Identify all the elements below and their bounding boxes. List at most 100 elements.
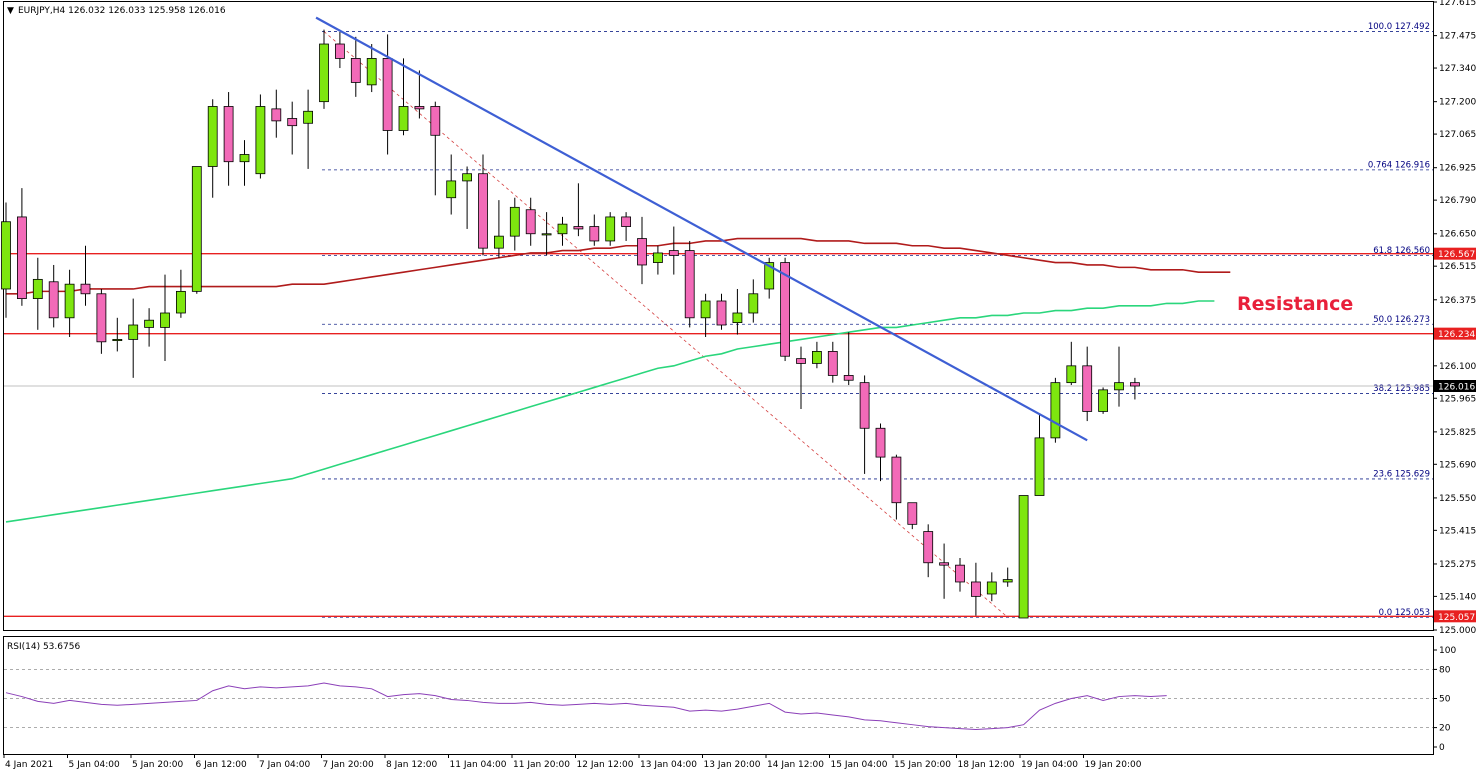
candle-body (557, 223, 568, 235)
candle-body (923, 531, 934, 564)
levels-layer (4, 252, 1433, 618)
candle (1002, 567, 1013, 587)
candle (64, 269, 75, 338)
fib-level-label: 38.2 125.985 (1373, 384, 1430, 394)
candle-body (1034, 437, 1045, 496)
candle-body (1130, 382, 1140, 387)
candle (589, 214, 600, 246)
candle (637, 216, 647, 285)
candles-layer (1, 29, 1140, 619)
candle-body (573, 226, 584, 230)
candle (971, 562, 981, 616)
price-tick-label: 125.690 (1439, 460, 1476, 470)
candle (334, 32, 345, 69)
level-price-badge (1434, 327, 1476, 340)
candle-body (796, 358, 806, 364)
time-tick-label: 11 Jan 04:00 (450, 760, 507, 770)
fib-level-label: 0.764 126.916 (1368, 160, 1430, 170)
candle-body (875, 427, 886, 458)
candle-body (255, 106, 266, 175)
candle-body (891, 456, 902, 504)
candle-body (1098, 389, 1108, 412)
candle (271, 89, 282, 138)
candle (223, 92, 234, 186)
price-axis: 127.615 127.475 127.340 127.200 127.065 126.9… (1433, 0, 1476, 636)
candle-body (827, 351, 838, 376)
candle-body (541, 233, 552, 236)
candle-body (16, 216, 27, 299)
candle (748, 279, 759, 323)
candle (525, 197, 536, 246)
price-tick-label: 125.000 (1439, 626, 1476, 636)
time-tick-label: 7 Jan 04:00 (259, 760, 311, 770)
candle-body (446, 180, 457, 199)
candle-body (684, 250, 695, 319)
trendline-layer (315, 16, 1088, 442)
candle-body (493, 235, 504, 249)
fib-level-label: 23.6 125.629 (1373, 469, 1430, 479)
candle-body (1, 221, 11, 290)
candle-body (621, 216, 631, 227)
candle (1050, 377, 1061, 443)
candle-body (843, 375, 854, 381)
candle-body (509, 206, 520, 237)
price-tick-label: 125.415 (1439, 526, 1476, 536)
price-tick-label: 126.515 (1439, 262, 1476, 272)
candle-body (64, 283, 75, 319)
candle (843, 332, 854, 386)
moving-averages-layer (5, 237, 1231, 523)
candle (1114, 346, 1124, 407)
candle-body (748, 293, 759, 314)
candle-body (366, 58, 377, 86)
candle (366, 44, 377, 93)
candle-body (1114, 382, 1124, 391)
price-tick-label: 127.065 (1439, 130, 1476, 140)
resistance-label: Resistance (1237, 293, 1353, 315)
fib-level-label: 50.0 126.273 (1373, 315, 1430, 325)
candle (255, 94, 266, 179)
time-tick-label: 15 Jan 20:00 (894, 760, 951, 770)
rsi-tick-label: 80 (1439, 665, 1451, 675)
candle-body (668, 250, 679, 256)
candle (128, 298, 139, 378)
candle-body (382, 58, 393, 131)
candle-body (144, 319, 155, 328)
current-price-badge (1434, 380, 1476, 393)
rsi-layer: 100 80 50 20 0 (4, 646, 1456, 753)
candle (478, 154, 488, 256)
candle-body (239, 154, 250, 163)
candle (112, 317, 123, 352)
candle-body (780, 262, 790, 357)
candle (446, 154, 457, 215)
candle (1018, 495, 1029, 619)
time-tick-label: 19 Jan 04:00 (1021, 760, 1078, 770)
candle-body (716, 300, 727, 326)
candle-body (1082, 365, 1093, 412)
time-tick-label: 8 Jan 12:00 (386, 760, 438, 770)
price-tick-label: 126.925 (1439, 164, 1476, 174)
candle (573, 183, 584, 237)
candle (907, 502, 918, 530)
candle (287, 101, 298, 155)
fibonacci-layer: 100.0 127.492 0.764 126.916 61.8 126.560 50… (322, 22, 1433, 618)
trend-line (315, 16, 1088, 442)
candle-body (287, 118, 298, 127)
candle-body (907, 502, 918, 525)
price-tick-label: 127.615 (1439, 0, 1476, 8)
candle-body (732, 312, 743, 324)
candle (732, 288, 743, 335)
candle (1034, 413, 1045, 496)
candle-body (1050, 382, 1061, 439)
candle (859, 375, 870, 474)
price-tick-label: 126.650 (1439, 230, 1476, 240)
candle-body (128, 324, 139, 340)
candle (700, 293, 711, 338)
symbol-caret-icon[interactable]: ▼ (7, 6, 14, 16)
candle-body (1066, 365, 1077, 384)
price-tick-label: 126.790 (1439, 196, 1476, 206)
symbol-header: EURJPY,H4 126.032 126.033 125.958 126.01… (18, 6, 226, 16)
candle-body (700, 300, 711, 319)
candle (350, 36, 361, 97)
candle (80, 245, 91, 306)
